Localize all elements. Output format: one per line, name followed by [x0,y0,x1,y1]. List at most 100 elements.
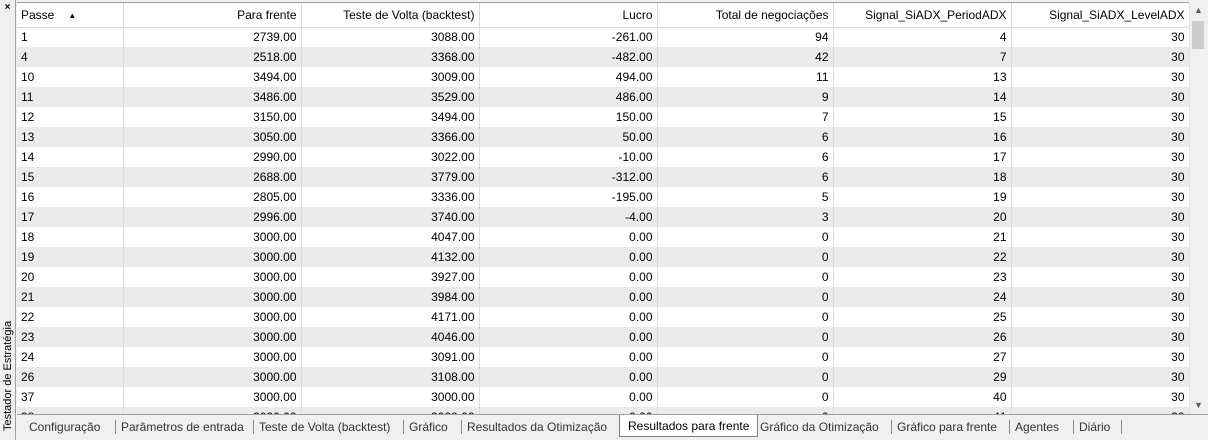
tab-teste-de-volta-backtest[interactable]: Teste de Volta (backtest) [259,420,391,434]
lucro-cell: -4.00 [479,207,658,227]
level-adx-cell: 30 [1011,47,1189,67]
table-row[interactable]: 24 3000.00 3091.00 0.00 0 27 30 [17,347,1189,367]
para-frente-cell: 3000.00 [123,367,302,387]
tab-diario[interactable]: Diário [1079,420,1111,434]
total-negociacoes-cell: 3 [657,207,834,227]
level-adx-cell: 30 [1011,407,1189,415]
column-header-period-adx[interactable]: Signal_SiADX_PeriodADX [833,3,1012,28]
passe-cell: 17 [17,207,124,227]
passe-cell: 19 [17,247,124,267]
level-adx-cell: 30 [1011,187,1189,207]
level-adx-cell: 30 [1011,147,1189,167]
tab-grafico-da-otimizacao[interactable]: Gráfico da Otimização [760,420,879,434]
level-adx-cell: 30 [1011,247,1189,267]
lucro-cell: 0.00 [479,387,658,407]
passe-cell: 13 [17,127,124,147]
table-row[interactable]: 13 3050.00 3366.00 50.00 6 16 30 [17,127,1189,147]
lucro-cell: 0.00 [479,407,658,415]
table-row[interactable]: 12 3150.00 3494.00 150.00 7 15 30 [17,107,1189,127]
table-header-row: Passe ▲ Para frente Teste de Volta (backt… [17,3,1189,28]
period-adx-cell: 26 [833,327,1012,347]
table-row[interactable]: 21 3000.00 3984.00 0.00 0 24 30 [17,287,1189,307]
para-frente-cell: 2518.00 [123,47,302,67]
table-row[interactable]: 1 2739.00 3088.00 -261.00 94 4 30 [17,27,1189,47]
total-negociacoes-cell: 0 [657,307,834,327]
table-row[interactable]: 23 3000.00 4046.00 0.00 0 26 30 [17,327,1189,347]
para-frente-cell: 3000.00 [123,247,302,267]
backtest-cell: 3927.00 [301,267,480,287]
scroll-down-icon[interactable]: ▼ [1194,400,1203,410]
table-row[interactable]: 18 3000.00 4047.00 0.00 0 21 30 [17,227,1189,247]
passe-cell: 14 [17,147,124,167]
passe-cell: 24 [17,347,124,367]
total-negociacoes-cell: 11 [657,67,834,87]
tab-grafico-para-frente[interactable]: Gráfico para frente [897,420,998,434]
para-frente-cell: 3494.00 [123,67,302,87]
period-adx-cell: 21 [833,227,1012,247]
total-negociacoes-cell: 9 [657,87,834,107]
table-row[interactable]: 19 3000.00 4132.00 0.00 0 22 30 [17,247,1189,267]
column-header-para-frente[interactable]: Para frente [123,3,302,28]
table-row[interactable]: 11 3486.00 3529.00 486.00 9 14 30 [17,87,1189,107]
tab-configuracao[interactable]: Configuração [29,420,101,434]
table-row[interactable]: 37 3000.00 3000.00 0.00 0 40 30 [17,387,1189,407]
passe-cell: 1 [17,27,124,47]
vertical-scrollbar[interactable]: ▲ ▼ [1189,2,1207,414]
passe-cell: 37 [17,387,124,407]
column-header-total-negociacoes[interactable]: Total de negociações [657,3,834,28]
backtest-cell: 3494.00 [301,107,480,127]
tab-resultados-da-otimizacao[interactable]: Resultados da Otimização [467,420,608,434]
table-row[interactable]: 16 2805.00 3336.00 -195.00 5 19 30 [17,187,1189,207]
passe-cell: 4 [17,47,124,67]
lucro-cell: 0.00 [479,367,658,387]
passe-cell: 38 [17,407,124,415]
total-negociacoes-cell: 0 [657,347,834,367]
table-row[interactable]: 22 3000.00 4171.00 0.00 0 25 30 [17,307,1189,327]
lucro-cell: 150.00 [479,107,658,127]
passe-cell: 10 [17,67,124,87]
column-header-passe[interactable]: Passe ▲ [17,3,124,28]
column-header-level-adx[interactable]: Signal_SiADX_LevelADX [1011,3,1189,28]
tab-agentes[interactable]: Agentes [1015,420,1060,434]
tab-separator [891,420,892,434]
scroll-up-icon[interactable]: ▲ [1194,5,1203,15]
strategy-tester-sidebar: × Testador de Estratégia [0,0,16,440]
tab-separator [115,420,116,434]
lucro-cell: -482.00 [479,47,658,67]
level-adx-cell: 30 [1011,167,1189,187]
tab-grafico[interactable]: Gráfico [409,420,448,434]
table-row[interactable]: 26 3000.00 3108.00 0.00 0 29 30 [17,367,1189,387]
column-header-backtest[interactable]: Teste de Volta (backtest) [301,3,480,28]
table-row[interactable]: 17 2996.00 3740.00 -4.00 3 20 30 [17,207,1189,227]
lucro-cell: 494.00 [479,67,658,87]
level-adx-cell: 30 [1011,87,1189,107]
period-adx-cell: 13 [833,67,1012,87]
backtest-cell: 3009.00 [301,67,480,87]
para-frente-cell: 3150.00 [123,107,302,127]
passe-cell: 22 [17,307,124,327]
tab-resultados-para-frente[interactable]: Resultados para frente [619,415,759,437]
passe-cell: 23 [17,327,124,347]
table-row[interactable]: 10 3494.00 3009.00 494.00 11 13 30 [17,67,1189,87]
total-negociacoes-cell: 0 [657,407,834,415]
close-icon[interactable]: × [4,2,11,13]
table-row[interactable]: 15 2688.00 3779.00 -312.00 6 18 30 [17,167,1189,187]
table-row[interactable]: 20 3000.00 3927.00 0.00 0 23 30 [17,267,1189,287]
para-frente-cell: 2996.00 [123,207,302,227]
para-frente-cell: 3000.00 [123,307,302,327]
results-grid[interactable]: Passe ▲ Para frente Teste de Volta (backt… [17,2,1189,415]
period-adx-cell: 27 [833,347,1012,367]
para-frente-cell: 3000.00 [123,227,302,247]
table-row[interactable]: 14 2990.00 3022.00 -10.00 6 17 30 [17,147,1189,167]
period-adx-cell: 15 [833,107,1012,127]
scrollbar-thumb[interactable] [1192,21,1204,49]
total-negociacoes-cell: 0 [657,287,834,307]
total-negociacoes-cell: 6 [657,147,834,167]
tab-parametros-de-entrada[interactable]: Parâmetros de entrada [121,420,244,434]
column-header-lucro[interactable]: Lucro [479,3,658,28]
table-row[interactable]: 4 2518.00 3368.00 -482.00 42 7 30 [17,47,1189,67]
lucro-cell: 50.00 [479,127,658,147]
forward-results-table: Passe ▲ Para frente Teste de Volta (backt… [17,3,1189,415]
lucro-cell: -10.00 [479,147,658,167]
